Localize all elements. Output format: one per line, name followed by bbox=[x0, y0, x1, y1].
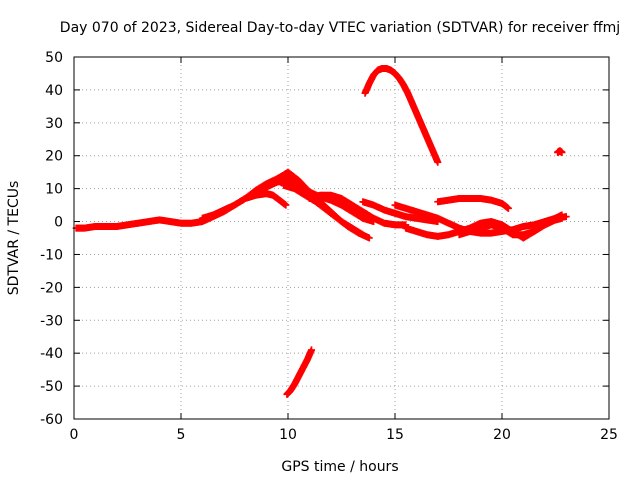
data-point bbox=[308, 346, 316, 354]
data-point bbox=[434, 158, 442, 166]
plot-area-frame bbox=[73, 56, 610, 420]
y-tick-label: 30 bbox=[45, 116, 63, 132]
data-point bbox=[365, 234, 373, 242]
series-track-f bbox=[305, 191, 410, 229]
y-tick-label: 10 bbox=[45, 182, 63, 198]
y-tick-label: -20 bbox=[40, 280, 63, 296]
y-tick-label: -30 bbox=[40, 313, 63, 329]
x-tick-labels: 0 5 10 15 20 25 bbox=[70, 427, 618, 443]
x-tick-label: 25 bbox=[600, 427, 618, 443]
y-axis-label: SDTVAR / TECUs bbox=[6, 181, 22, 296]
chart-title: Day 070 of 2023, Sidereal Day-to-day VTE… bbox=[60, 20, 620, 36]
series-track-l bbox=[361, 65, 442, 166]
y-tick-label: 50 bbox=[45, 50, 63, 66]
y-tick-labels: 50 40 30 20 10 0 -10 -20 -30 -40 -50 -60 bbox=[40, 50, 63, 428]
x-tick-label: 0 bbox=[70, 427, 79, 443]
x-axis-label: GPS time / hours bbox=[281, 459, 398, 475]
data-points bbox=[72, 65, 570, 398]
data-point bbox=[562, 213, 570, 221]
data-point bbox=[282, 201, 290, 209]
x-tick-label: 20 bbox=[493, 427, 511, 443]
data-point bbox=[558, 148, 566, 156]
y-tick-label: -40 bbox=[40, 346, 63, 362]
grid-lines bbox=[74, 57, 609, 419]
series-track-g bbox=[359, 198, 442, 226]
series-track-k bbox=[455, 214, 566, 239]
y-tick-label: -10 bbox=[40, 247, 63, 263]
series-track-j bbox=[434, 195, 512, 212]
x-tick-label: 10 bbox=[279, 427, 297, 443]
y-tick-label: 20 bbox=[45, 149, 63, 165]
x-tick-label: 5 bbox=[177, 427, 186, 443]
series-track-n bbox=[554, 147, 566, 156]
data-point bbox=[558, 214, 566, 222]
series-track-m bbox=[283, 346, 316, 398]
y-tick-label: 0 bbox=[54, 215, 63, 231]
axis-ticks bbox=[73, 56, 610, 420]
y-tick-label: -50 bbox=[40, 379, 63, 395]
y-tick-label: -60 bbox=[40, 412, 63, 428]
y-tick-label: 40 bbox=[45, 83, 63, 99]
x-tick-label: 15 bbox=[386, 427, 404, 443]
data-point bbox=[504, 204, 512, 212]
